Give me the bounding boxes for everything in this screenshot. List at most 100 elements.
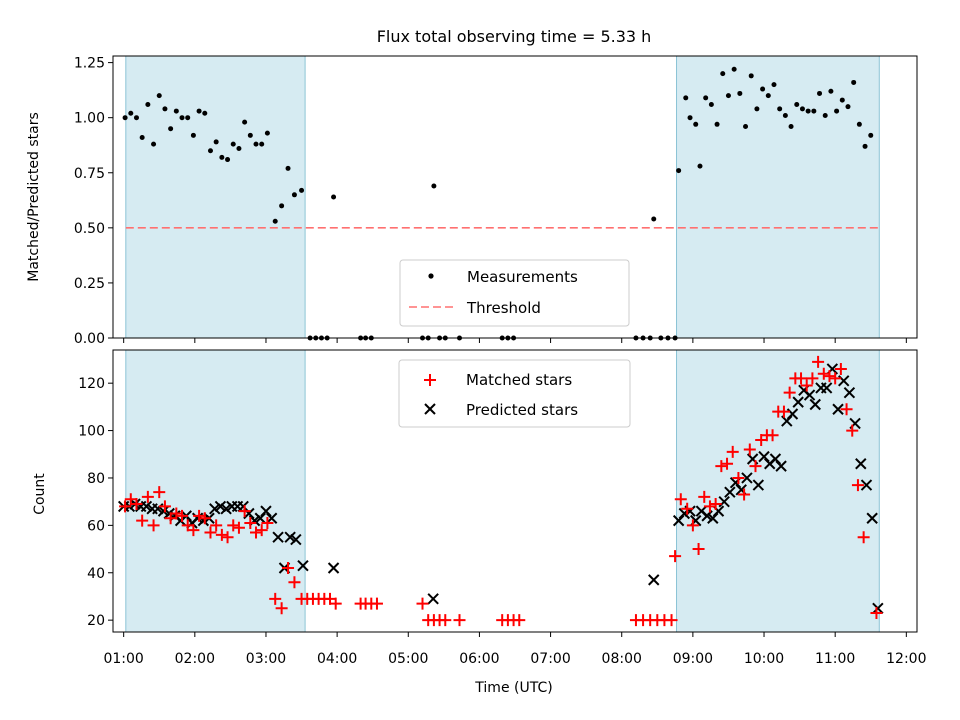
legend-measurements-label: Measurements [467,268,578,286]
measurement-point [151,141,157,147]
measurement-point [272,218,278,224]
chart-title: Flux total observing time = 5.33 h [377,27,652,46]
y-tick-label: 20 [87,613,105,629]
measurement-point [725,93,731,99]
measurement-point [856,121,862,127]
y-tick-label: 0.75 [74,166,105,182]
measurement-point [236,146,242,152]
measurement-point [279,203,285,209]
measurement-point [862,143,868,149]
measurement-point [765,93,771,99]
matched-star-point [703,500,716,513]
matched-star-point [187,524,200,537]
matched-star-point [158,500,171,513]
predicted-star-point [260,505,272,517]
measurement-point [731,66,737,72]
measurement-point [173,108,179,114]
measurement-point [331,194,337,200]
matched-star-point [777,405,790,418]
predicted-star-point [672,514,685,527]
x-tick-label: 04:00 [317,651,357,667]
predicted-star-point [792,396,804,408]
predicted-star-point [803,389,816,401]
predicted-star-point [872,602,884,615]
measurement-point [683,95,689,101]
bottom-legend-box [398,359,631,428]
measurement-point [720,71,726,77]
matched-star-point [176,509,189,522]
bottom-plot-frame [112,349,918,633]
measurement-point [822,112,828,118]
measurement-point [230,141,236,147]
y-tick-label: 80 [87,471,105,487]
matched-star-point [851,479,864,492]
measurement-point [162,106,168,112]
predicted-star-point [724,486,736,498]
measurement-point [845,104,851,110]
matched-star-point [232,521,245,534]
matched-star-point [783,386,796,399]
top-legend: Measurements Threshold [399,259,630,327]
x-tick-label: 07:00 [530,651,570,667]
matched-star-point [721,457,734,470]
measurement-point [817,90,823,96]
y-tick-label: 0.00 [74,331,105,347]
matched-star-point [823,370,836,383]
matched-star-point [221,531,234,544]
top-legend-box [399,259,630,327]
matched-star-point [282,562,295,575]
measurement-point [156,93,162,99]
measurement-point [259,141,265,147]
measurement-point [839,97,845,103]
matched-star-point [275,602,288,615]
y-tick-label: 120 [78,376,105,392]
measurement-point [794,101,800,107]
legend-threshold-label: Threshold [466,299,541,317]
measurement-point [868,132,874,138]
matched-star-point [329,597,342,610]
top-panel: 0.00 0.25 0.50 0.75 1.00 1.25 Matched/Predict… [26,55,918,347]
matched-star-point [665,614,678,627]
y-tick-label: 1.00 [74,111,105,127]
bottom-shaded-regions [125,349,880,633]
matched-star-point [513,614,526,627]
predicted-star-point [327,562,340,574]
measurement-point [431,183,437,189]
x-tick-label: 06:00 [459,651,499,667]
shaded-region [125,55,306,339]
matched-star-point [829,372,842,385]
matched-star-point [193,509,206,522]
predicted-star-point [855,458,867,470]
measurement-point [122,115,128,121]
matched-star-point [669,550,682,563]
measurement-point [687,115,693,121]
predicted-star-point [648,574,660,586]
y-tick-label: 1.25 [74,56,105,72]
matched-star-point [817,367,830,380]
measurement-point [851,79,857,85]
y-tick-label: 40 [87,566,105,582]
predicted-star-point [781,415,793,427]
matched-star-point [153,486,166,499]
matched-star-point [370,597,383,610]
predicted-star-point [758,450,770,463]
y-tick-label: 0.25 [74,276,105,292]
matched-star-point [726,445,739,458]
measurement-point [128,110,134,116]
matched-star-point [261,516,274,529]
legend-predicted-label: Predicted stars [466,401,578,419]
matched-star-point [250,526,263,539]
predicted-star-point [860,479,873,491]
matched-star-point [715,460,728,473]
matched-star-point [215,528,228,541]
shaded-region [125,349,306,633]
measurement-point [139,135,145,141]
measurement-point [207,148,213,154]
measurement-point [213,139,219,145]
x-tick-label: 05:00 [388,651,428,667]
matched-star-point [269,592,282,605]
predicted-star-point [254,512,266,524]
top-y-axis-label: Matched/Predicted stars [26,112,42,282]
measurement-point [811,108,817,114]
measurement-point [190,132,196,138]
